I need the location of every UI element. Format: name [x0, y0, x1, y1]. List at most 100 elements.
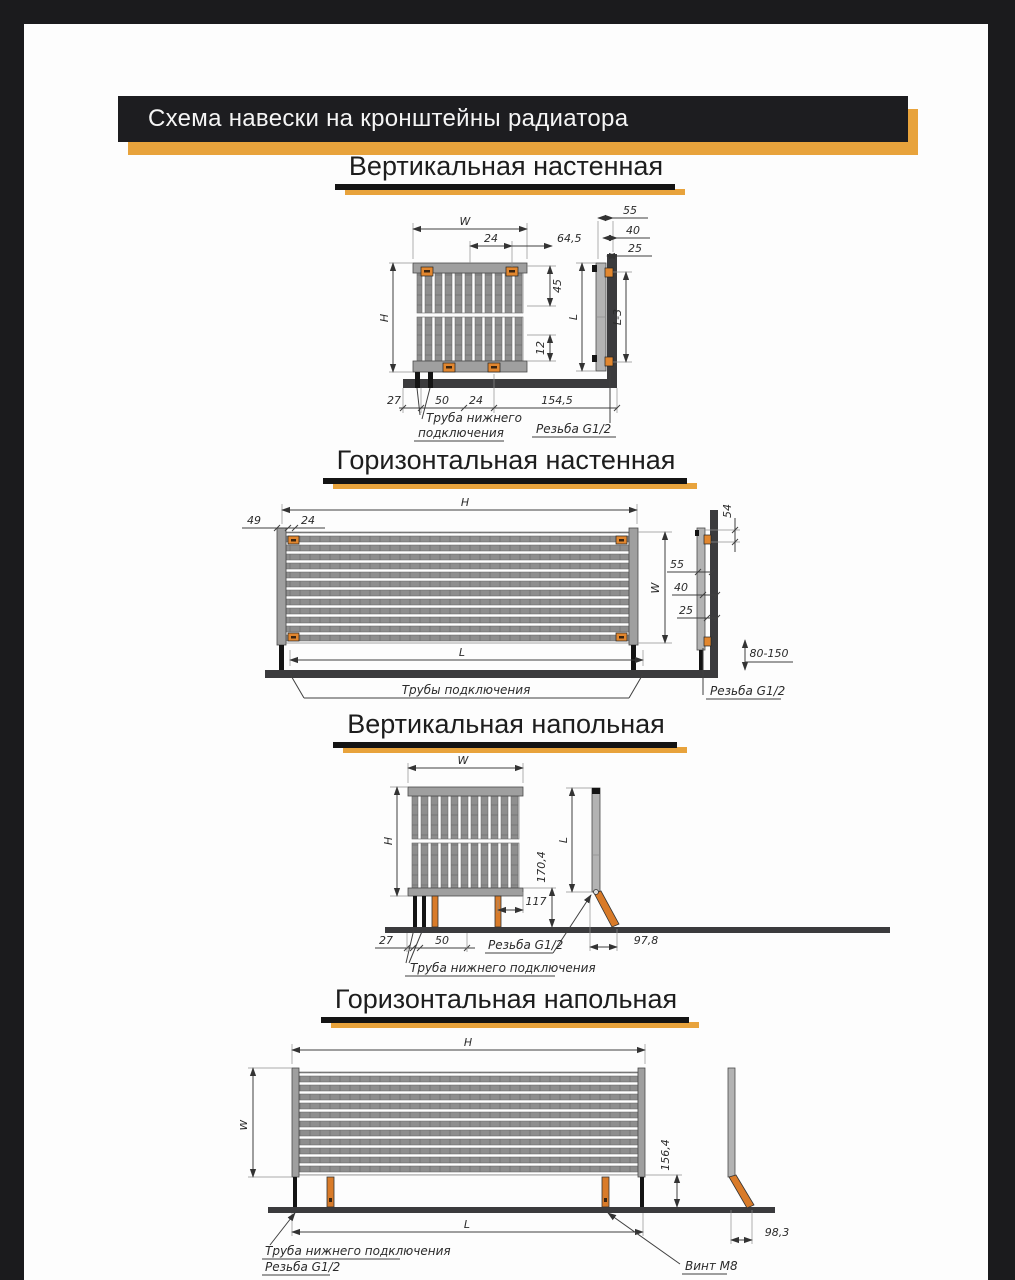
heading-underline: [333, 742, 677, 748]
dim-label-156-4: 156,4: [659, 1139, 672, 1171]
leg: [326, 1176, 335, 1208]
dim-label-97-8: 97,8: [634, 934, 659, 947]
callouts: Трубы подключения Резьба G1/2: [289, 648, 785, 700]
dim-label-27: 27: [387, 394, 401, 407]
floor: [268, 1207, 775, 1213]
dim-label-170-4: 170,4: [535, 851, 548, 883]
diagram-horizontal-floor-standing: H W 156,4 L 98,3 Труба нижнего подключен…: [240, 1036, 789, 1276]
dim-label-55: 55: [623, 204, 637, 217]
connection-pipe: [422, 896, 426, 927]
callout-thread: Резьба G1/2: [710, 684, 785, 698]
floor: [265, 670, 718, 678]
dimensions: W H 170,4 117 27 50 97,8: [375, 755, 658, 952]
leg: [431, 895, 439, 928]
dim-label-h: H: [382, 837, 395, 845]
callout-bottom-pipe-line2: подключения: [418, 426, 504, 440]
callouts: Труба нижнего подключения Резьба G1/2 Ви…: [262, 1212, 738, 1276]
dim-label-27: 27: [379, 934, 393, 947]
dim-label-25: 25: [628, 242, 642, 255]
dim-label-24-top: 24: [484, 232, 498, 245]
dimensions: H 49 24 W L 54 55: [242, 496, 793, 671]
section-heading-horizontal-wall: Горизонтальная настенная: [24, 446, 988, 484]
dim-label-80-150: 80-150: [750, 647, 789, 660]
diagram-vertical-wall-mounted: W 24 64,5 H 45 12: [378, 204, 652, 442]
section-heading-vertical-floor: Вертикальная напольная: [24, 710, 988, 748]
callout-thread: Резьба G1/2: [488, 938, 563, 952]
section-heading-horizontal-floor: Горизонтальная напольная: [24, 985, 988, 1023]
foot: [640, 1177, 644, 1207]
dimensions: W 24 64,5 H 45 12: [378, 204, 652, 413]
radiator-side-view: [695, 527, 712, 670]
dim-label-w: W: [649, 581, 662, 593]
dim-label-45: 45: [551, 279, 564, 293]
callout-pipes: Трубы подключения: [402, 683, 531, 697]
bracket-icon: [703, 534, 712, 545]
callout-bottom-pipe: Труба нижнего подключения: [410, 961, 596, 975]
dim-label-12: 12: [534, 341, 547, 355]
wall: [607, 254, 617, 388]
dim-label-98-3: 98,3: [765, 1226, 790, 1239]
connection-pipe: [428, 372, 433, 388]
bracket-icon: [604, 356, 614, 367]
diagram-vertical-floor-standing: W H 170,4 117 27 50 97,8: [375, 755, 890, 977]
dim-label-24-bottom: 24: [469, 394, 483, 407]
callouts: Резьба G1/2 Труба нижнего подключения: [405, 894, 596, 977]
bracket-icon: [604, 267, 614, 278]
dim-label-w: W: [458, 755, 470, 767]
callout-bottom-pipe: Труба нижнего подключения: [265, 1244, 451, 1258]
radiator-side-view: [727, 1067, 755, 1209]
leg: [728, 1174, 755, 1209]
section-title: Вертикальная настенная: [348, 151, 664, 181]
content-card: Схема навески на кронштейны радиатора Ве…: [24, 24, 988, 1280]
dim-label-h: H: [378, 314, 391, 322]
dim-label-l-3: L-3: [611, 309, 624, 325]
connection-pipe: [413, 896, 417, 927]
leg: [593, 890, 620, 928]
dim-label-154-5: 154,5: [541, 394, 573, 407]
dim-label-50: 50: [435, 934, 449, 947]
floor: [403, 379, 617, 388]
dim-label-w: W: [460, 215, 472, 228]
callout-thread: Резьба G1/2: [265, 1260, 340, 1274]
diagram-horizontal-wall-mounted: H 49 24 W L 54 55: [242, 496, 793, 700]
section-title: Вертикальная напольная: [347, 709, 665, 739]
dim-label-h: H: [461, 496, 469, 509]
dim-label-l: L: [567, 314, 580, 320]
callout-bottom-pipe-line1: Труба нижнего: [426, 411, 522, 425]
bracket-icon: [703, 636, 712, 647]
heading-underline: [322, 478, 688, 484]
dim-label-49: 49: [247, 514, 261, 527]
section-heading-vertical-wall: Вертикальная настенная: [24, 152, 988, 190]
heading-underline: [334, 184, 676, 190]
dim-label-54: 54: [721, 504, 734, 518]
connection-pipe: [415, 372, 420, 388]
callout-thread: Резьба G1/2: [536, 422, 611, 436]
dim-label-25: 25: [679, 604, 693, 617]
foot: [699, 650, 703, 670]
foot: [293, 1177, 297, 1207]
leg: [601, 1176, 610, 1208]
dim-label-55: 55: [670, 558, 684, 571]
page-title: Схема навески на кронштейны радиатора: [148, 105, 629, 132]
wall: [710, 510, 718, 678]
radiator-front-view: [407, 786, 524, 928]
radiator-side-view: [592, 262, 614, 372]
page-title-bar: Схема навески на кронштейны радиатора: [118, 96, 908, 142]
radiator-front-view: [291, 1067, 646, 1208]
radiator-side-view: [591, 787, 620, 928]
dim-label-l: L: [459, 646, 465, 659]
dim-label-24: 24: [301, 514, 315, 527]
dim-label-l: L: [464, 1218, 470, 1231]
dim-label-l: L: [557, 837, 570, 843]
dim-label-w: W: [240, 1118, 250, 1130]
dim-label-117: 117: [526, 895, 547, 908]
radiator-front-view: [412, 262, 528, 388]
callout-screw: Винт М8: [685, 1259, 738, 1273]
floor: [385, 927, 890, 933]
heading-underline: [320, 1017, 690, 1023]
section-title: Горизонтальная напольная: [334, 984, 678, 1014]
foot: [631, 645, 636, 670]
dimensions: H W 156,4 L 98,3: [240, 1036, 789, 1244]
dim-label-40: 40: [674, 581, 688, 594]
